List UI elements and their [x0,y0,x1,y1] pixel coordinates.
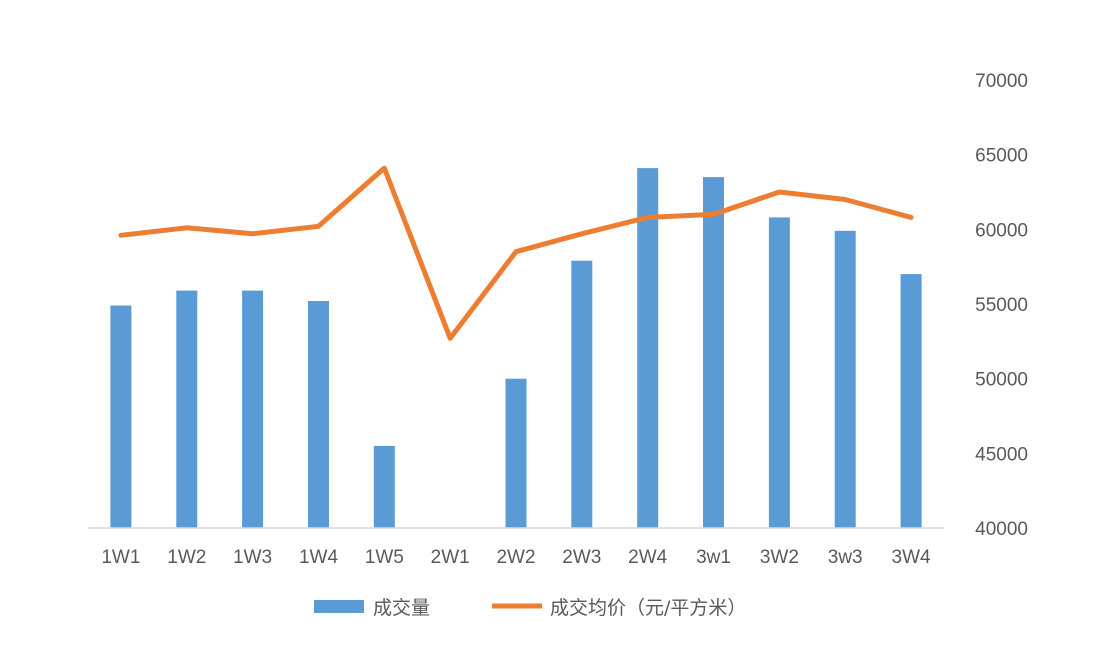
x-tick-label: 3W4 [892,547,932,568]
y-tick-label: 60000 [975,220,1028,241]
x-tick-label: 1W5 [365,547,404,568]
bar-series [110,168,922,529]
x-tick-label: 2W3 [562,547,601,568]
x-tick-label: 3w1 [696,547,731,568]
bar [176,290,198,528]
bar [637,168,659,528]
y-tick-label: 70000 [975,71,1028,92]
y-tick-label: 65000 [975,146,1028,167]
bar [571,260,593,528]
legend-swatch-bar [314,600,364,613]
y-axis-ticks: 40000 45000 50000 55000 60000 65000 70000 [975,71,1028,540]
x-tick-label: 2W4 [628,547,668,568]
y-tick-label: 40000 [975,519,1028,540]
bar [834,230,856,529]
line-series [118,165,914,341]
bar [373,445,395,528]
y-tick-label: 50000 [975,370,1028,391]
legend: 成交量 成交均价（元/平方米） [314,597,746,619]
bar [703,177,724,528]
x-tick-label: 1W1 [101,547,140,568]
bar [900,274,922,528]
x-tick-label: 1W2 [167,547,206,568]
bar [768,217,790,528]
bar [242,290,264,528]
x-tick-label: 2W2 [496,547,535,568]
x-tick-label: 3W2 [760,547,799,568]
bar [505,378,527,528]
x-tick-label: 1W4 [299,547,339,568]
y-tick-label: 45000 [975,444,1028,465]
y-tick-label: 55000 [975,295,1028,316]
x-axis-ticks: 1W1 1W2 1W3 1W4 1W5 2W1 2W2 2W3 2W4 3w1 3W2 3w3 3W4 [101,547,931,568]
x-tick-label: 2W1 [431,547,470,568]
bar [308,301,329,528]
legend-label-line: 成交均价（元/平方米） [550,597,746,619]
x-tick-label: 1W3 [233,547,272,568]
legend-label-bar: 成交量 [373,597,430,619]
x-tick-label: 3w3 [828,547,863,568]
bar [110,305,132,528]
